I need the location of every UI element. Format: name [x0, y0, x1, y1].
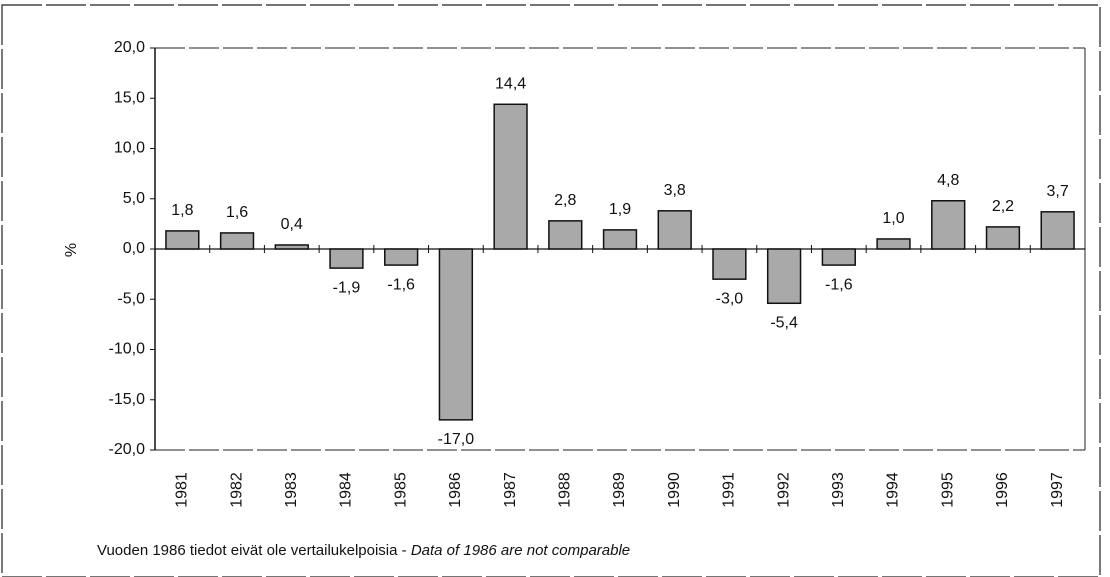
x-tick-label: 1995 [939, 472, 956, 508]
bar [657, 210, 692, 250]
bar [766, 248, 802, 305]
value-label: -1,6 [387, 276, 415, 293]
value-label: -3,0 [716, 290, 744, 307]
bar [931, 200, 966, 250]
bar [384, 248, 419, 266]
x-tick-label: 1997 [1049, 472, 1066, 508]
value-label: 3,8 [664, 182, 686, 199]
y-tick-label: 5,0 [123, 190, 145, 207]
y-tick-label: -5,0 [117, 290, 145, 307]
value-label: -1,6 [825, 276, 853, 293]
value-label: 2,8 [554, 192, 576, 209]
value-label: 3,7 [1047, 183, 1069, 200]
frame [1, 4, 1101, 577]
bar [329, 248, 364, 269]
value-label: 4,8 [937, 172, 959, 189]
x-tick-label: 1989 [611, 472, 628, 508]
bar [219, 232, 255, 250]
y-tick-label: -10,0 [109, 341, 146, 358]
y-tick-label: 15,0 [114, 89, 145, 106]
x-tick-label: 1992 [775, 472, 792, 508]
x-tick-label: 1994 [885, 472, 902, 508]
x-tick-label: 1988 [557, 472, 574, 508]
x-tick-label: 1996 [994, 472, 1011, 508]
bar [876, 238, 911, 250]
footnote: Vuoden 1986 tiedot eivät ole vertailukel… [97, 542, 630, 559]
x-tick-label: 1981 [174, 472, 191, 508]
footnote-en: Data of 1986 are not comparable [411, 542, 630, 559]
value-label: 14,4 [495, 75, 526, 92]
x-tick-label: 1991 [721, 472, 738, 508]
bar [274, 244, 309, 250]
y-tick-label: -20,0 [109, 441, 146, 458]
bar [602, 229, 638, 250]
bar [985, 226, 1021, 250]
value-label: 1,9 [609, 201, 631, 218]
y-tick-label: 0,0 [123, 240, 145, 257]
x-tick-label: 1993 [830, 472, 847, 508]
value-label: 1,8 [171, 202, 193, 219]
value-label: -17,0 [438, 431, 475, 448]
value-label: 1,0 [882, 210, 904, 227]
y-tick-label: 10,0 [114, 140, 145, 157]
bar [1040, 211, 1075, 250]
x-tick-label: 1982 [228, 472, 245, 508]
x-tick-label: 1987 [502, 472, 519, 508]
x-tick-label: 1986 [447, 472, 464, 508]
value-label: -1,9 [333, 279, 361, 296]
bar [548, 220, 583, 250]
y-tick-label: -15,0 [109, 391, 146, 408]
bar [712, 248, 747, 280]
bar [493, 103, 528, 250]
value-label: -5,4 [770, 314, 798, 331]
footnote-fi: Vuoden 1986 tiedot eivät ole vertailukel… [97, 542, 407, 559]
x-tick-label: 1985 [392, 472, 409, 508]
value-label: 0,4 [281, 216, 303, 233]
y-tick-label: 20,0 [114, 39, 145, 56]
bar [821, 248, 856, 266]
bar [438, 248, 474, 421]
bar [165, 230, 200, 250]
y-axis-label: % [63, 243, 80, 257]
x-tick-label: 1983 [283, 472, 300, 508]
value-label: 2,2 [992, 198, 1014, 215]
value-label: 1,6 [226, 204, 248, 221]
x-tick-label: 1984 [338, 472, 355, 508]
x-tick-label: 1990 [666, 472, 683, 508]
